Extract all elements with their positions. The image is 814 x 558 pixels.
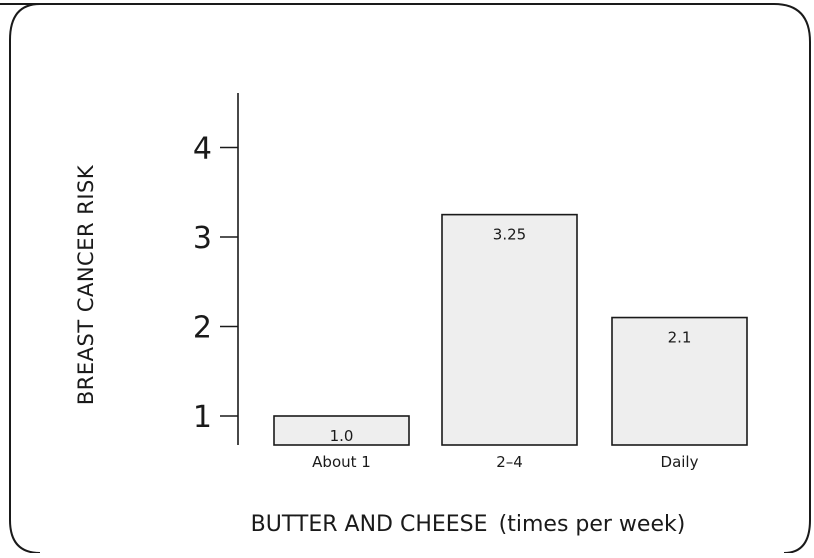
bar-1 xyxy=(273,415,410,446)
bar-2 xyxy=(441,213,578,446)
chart-border-left xyxy=(9,3,41,554)
x-axis-title-main: BUTTER AND CHEESE xyxy=(251,512,488,537)
y-tick-label-1: 1 xyxy=(193,400,212,435)
bar-value-label-2: 3.25 xyxy=(493,226,526,244)
y-tick-label-4: 4 xyxy=(193,132,212,167)
y-ticks: 1 2 3 4 xyxy=(193,132,238,435)
y-axis-title: BREAST CANCER RISK xyxy=(74,164,98,405)
y-tick-label-2: 2 xyxy=(193,311,212,346)
x-axis-title-unit: (times per week) xyxy=(499,512,686,537)
x-category-label-2: 2–4 xyxy=(496,453,523,471)
bar-value-label-3: 2.1 xyxy=(668,329,692,347)
y-tick-label-3: 3 xyxy=(193,221,212,256)
chart-border xyxy=(0,3,811,554)
x-category-label-1: About 1 xyxy=(312,453,371,471)
bars: 1.0 About 1 3.25 2–4 2.1 Daily xyxy=(273,213,748,471)
bar-3 xyxy=(611,316,748,446)
bar-value-label-1: 1.0 xyxy=(330,427,354,445)
x-axis-title: BUTTER AND CHEESE (times per week) xyxy=(251,512,686,537)
x-category-label-3: Daily xyxy=(661,453,699,471)
